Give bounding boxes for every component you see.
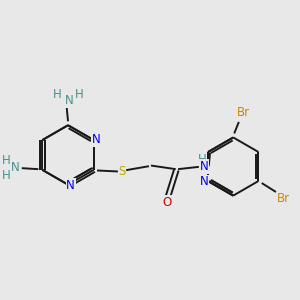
Text: N: N	[64, 94, 74, 107]
Text: Br: Br	[237, 106, 250, 119]
Text: N: N	[92, 133, 101, 146]
Text: H: H	[2, 169, 10, 182]
Text: H: H	[198, 153, 206, 166]
Text: S: S	[118, 165, 126, 178]
Text: N: N	[200, 175, 208, 188]
Text: H: H	[2, 154, 10, 167]
Text: N: N	[66, 179, 75, 192]
Text: N: N	[200, 160, 209, 173]
Text: H: H	[53, 88, 62, 101]
Text: Br: Br	[277, 192, 290, 205]
Text: O: O	[163, 196, 172, 209]
Text: N: N	[11, 161, 20, 174]
Text: H: H	[75, 88, 83, 101]
